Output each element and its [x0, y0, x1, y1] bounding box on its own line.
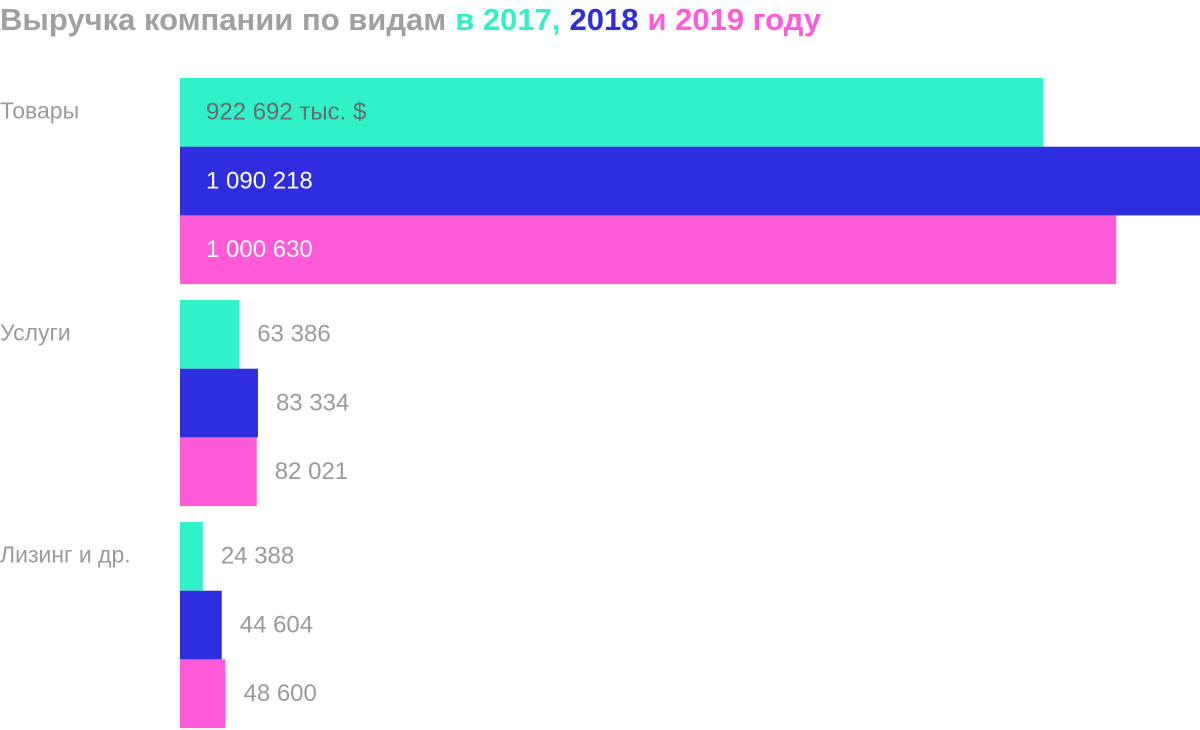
- title-text: Выручка компании по видам: [0, 2, 446, 37]
- bar: [180, 78, 1044, 147]
- category-label: Лизинг и др.: [0, 541, 131, 567]
- legend-entry: в 2017,: [455, 2, 560, 37]
- bar: [180, 368, 258, 438]
- value-label: 44 604: [240, 611, 313, 638]
- bar: [180, 522, 203, 591]
- category-label: Товары: [0, 97, 79, 123]
- bar: [180, 300, 240, 369]
- bar: [180, 590, 222, 660]
- value-label: 24 388: [221, 543, 294, 570]
- bar: [180, 437, 257, 507]
- value-label: 922 692 тыс. $: [206, 99, 366, 126]
- value-label: 83 334: [276, 389, 349, 416]
- value-label: 48 600: [243, 680, 316, 707]
- value-label: 63 386: [257, 321, 330, 348]
- value-label: 82 021: [275, 458, 348, 485]
- legend-entry: 2018: [569, 2, 638, 37]
- bar: [180, 659, 226, 729]
- value-label: 1 000 630: [206, 236, 313, 263]
- category-label: Услуги: [0, 319, 71, 345]
- chart-title: Выручка компании по видам в 2017, 2018 и 20…: [0, 2, 822, 37]
- legend-entry: и 2019 году: [647, 2, 821, 37]
- bar: [180, 146, 1200, 216]
- bar: [180, 215, 1117, 285]
- value-label: 1 090 218: [206, 167, 313, 194]
